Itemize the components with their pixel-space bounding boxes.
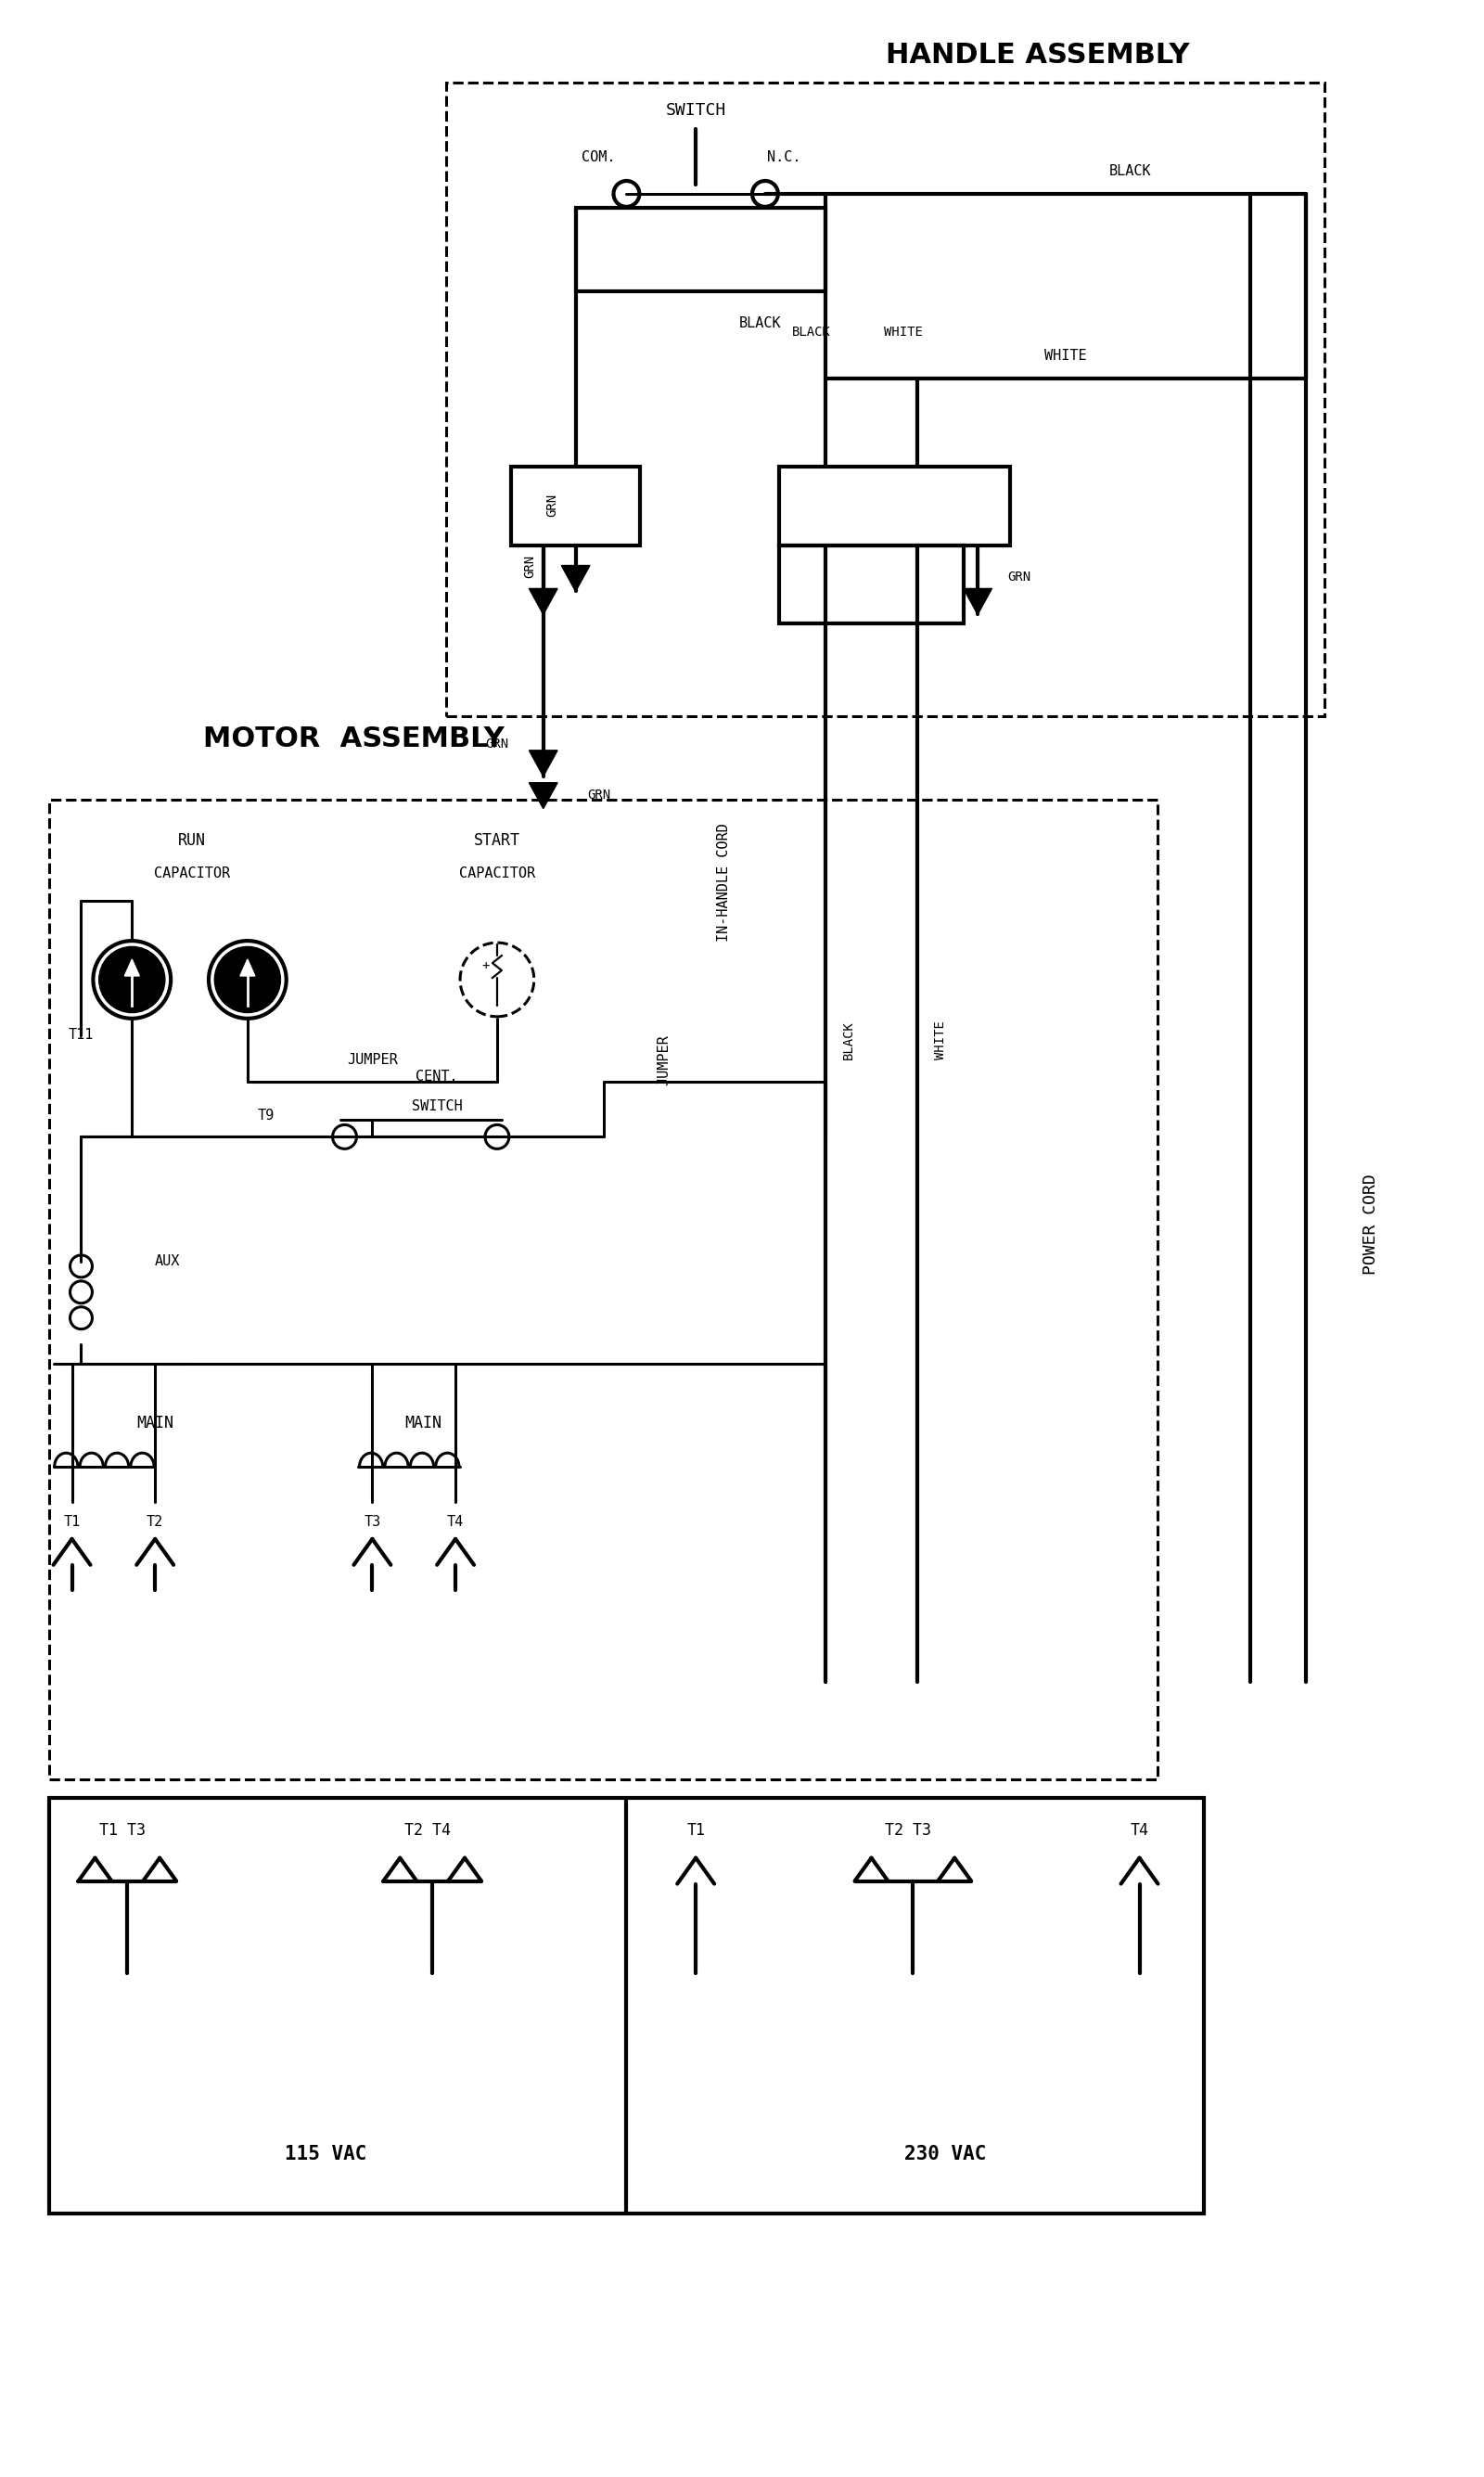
Text: GRN: GRN — [546, 493, 559, 518]
Bar — [510, 466, 640, 545]
Polygon shape — [561, 565, 589, 592]
Text: MAIN: MAIN — [137, 1414, 174, 1432]
Text: POWER CORD: POWER CORD — [1362, 1174, 1379, 1276]
Text: T4: T4 — [447, 1516, 464, 1528]
Text: SWITCH: SWITCH — [411, 1100, 463, 1112]
Text: RUN: RUN — [178, 832, 206, 850]
Polygon shape — [125, 959, 139, 976]
Bar — [49, 1798, 1204, 2214]
Text: SWITCH: SWITCH — [665, 102, 726, 119]
Text: GRN: GRN — [522, 555, 536, 577]
Text: GRN: GRN — [588, 788, 610, 800]
Text: 230 VAC: 230 VAC — [904, 2145, 987, 2162]
Text: WHITE: WHITE — [935, 1021, 947, 1060]
Text: CAPACITOR: CAPACITOR — [154, 867, 230, 879]
Circle shape — [215, 946, 280, 1013]
Text: CAPACITOR: CAPACITOR — [459, 867, 536, 879]
Text: WHITE: WHITE — [1045, 349, 1086, 362]
Text: T1: T1 — [687, 1821, 705, 1838]
Text: +: + — [482, 959, 490, 973]
Text: T1 T3: T1 T3 — [99, 1821, 145, 1838]
Text: T2: T2 — [147, 1516, 163, 1528]
Polygon shape — [528, 590, 558, 614]
Text: N.C.: N.C. — [767, 151, 800, 163]
Text: BLACK: BLACK — [792, 327, 831, 339]
Text: GRN: GRN — [485, 738, 509, 751]
Polygon shape — [963, 590, 991, 614]
Text: START: START — [473, 832, 521, 850]
Text: COM.: COM. — [582, 151, 616, 163]
Circle shape — [99, 946, 165, 1013]
Text: IN-HANDLE CORD: IN-HANDLE CORD — [717, 822, 730, 941]
Text: T3: T3 — [364, 1516, 381, 1528]
Text: BLACK: BLACK — [739, 317, 782, 329]
Text: MOTOR  ASSEMBLY: MOTOR ASSEMBLY — [203, 726, 505, 753]
Text: 115 VAC: 115 VAC — [285, 2145, 367, 2162]
Text: WHITE: WHITE — [884, 327, 923, 339]
Bar — [447, 82, 1324, 716]
Bar — [576, 208, 825, 290]
Text: CENT.: CENT. — [416, 1070, 459, 1082]
Text: AUX: AUX — [156, 1256, 181, 1268]
Text: BLACK: BLACK — [841, 1021, 855, 1060]
Bar — [49, 800, 1158, 1778]
Text: T9: T9 — [258, 1110, 275, 1122]
Text: T2 T3: T2 T3 — [884, 1821, 932, 1838]
Text: T1: T1 — [64, 1516, 80, 1528]
Text: JUMPER: JUMPER — [347, 1053, 398, 1068]
Text: JUMPER: JUMPER — [656, 1035, 671, 1085]
Text: T2 T4: T2 T4 — [405, 1821, 451, 1838]
Text: HANDLE ASSEMBLY: HANDLE ASSEMBLY — [886, 42, 1190, 69]
Text: T4: T4 — [1131, 1821, 1149, 1838]
Polygon shape — [528, 783, 558, 808]
Text: MAIN: MAIN — [405, 1414, 442, 1432]
Bar — [779, 466, 1011, 545]
Text: BLACK: BLACK — [1109, 163, 1152, 178]
Polygon shape — [240, 959, 255, 976]
Polygon shape — [528, 751, 558, 775]
Text: GRN: GRN — [1008, 572, 1031, 585]
Bar — [779, 545, 963, 624]
Text: T11: T11 — [68, 1028, 93, 1043]
